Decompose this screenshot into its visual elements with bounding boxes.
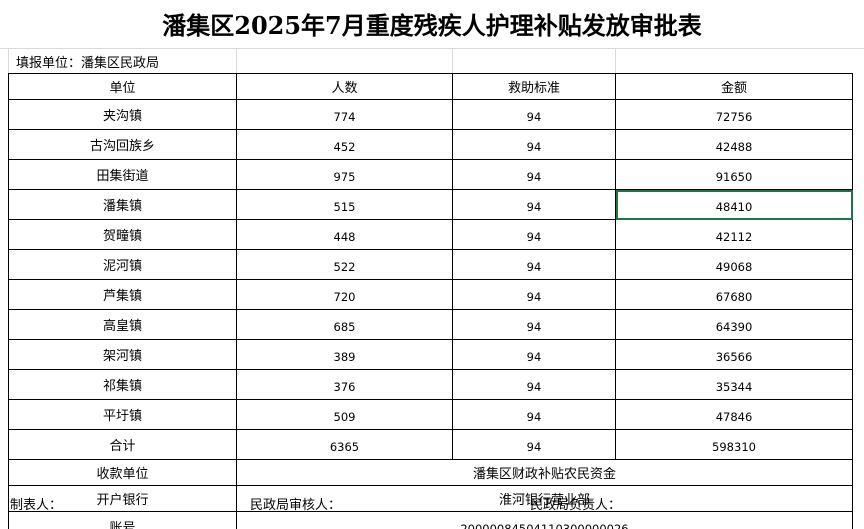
row: 单位 人数 救助标准 金额 <box>8 73 853 100</box>
cell[interactable]: 376 <box>236 369 453 400</box>
cell[interactable]: 收款单位 <box>8 459 237 486</box>
cell[interactable]: 潘集镇 <box>8 189 237 220</box>
cell[interactable]: 94 <box>452 279 616 310</box>
cell[interactable]: 522 <box>236 249 453 280</box>
cell[interactable]: 账号 <box>8 511 237 529</box>
gridline <box>452 48 453 73</box>
gridline <box>8 48 9 73</box>
cell[interactable]: 448 <box>236 219 453 250</box>
cell[interactable]: 515 <box>236 189 453 220</box>
cell[interactable]: 94 <box>452 159 616 190</box>
row: 平圩镇 509 94 47846 <box>8 399 853 430</box>
unit-line: 填报单位：潘集区民政局 <box>16 56 160 71</box>
cell[interactable]: 泥河镇 <box>8 249 237 280</box>
cell[interactable]: 单位 <box>8 73 237 100</box>
cell[interactable]: 金额 <box>615 73 853 100</box>
cell[interactable]: 94 <box>452 129 616 160</box>
row: 古沟回族乡 452 94 42488 <box>8 129 853 160</box>
cell[interactable]: 389 <box>236 339 453 370</box>
row: 夹沟镇 774 94 72756 <box>8 99 853 130</box>
cell[interactable]: 91650 <box>615 159 853 190</box>
cell[interactable]: 芦集镇 <box>8 279 237 310</box>
cell[interactable]: 平圩镇 <box>8 399 237 430</box>
row: 芦集镇 720 94 67680 <box>8 279 853 310</box>
table: 单位 人数 救助标准 金额 夹沟镇 774 94 72756 古沟回族乡 452 94 42488 田集… <box>8 73 853 529</box>
cell[interactable]: 42488 <box>615 129 853 160</box>
cell[interactable]: 685 <box>236 309 453 340</box>
footer-label: 民政局负责人： <box>530 498 622 513</box>
cell[interactable]: 架河镇 <box>8 339 237 370</box>
cell[interactable]: 94 <box>452 189 616 220</box>
footer-label: 民政局审核人： <box>250 498 342 513</box>
row: 泥河镇 522 94 49068 <box>8 249 853 280</box>
cell[interactable]: 救助标准 <box>452 73 616 100</box>
title: 潘集区2025年7月重度残疾人护理补贴发放审批表 <box>162 11 702 40</box>
cell[interactable]: 田集街道 <box>8 159 237 190</box>
cell[interactable]: 35344 <box>615 369 853 400</box>
cell[interactable]: 6365 <box>236 429 453 460</box>
cell[interactable]: 47846 <box>615 399 853 430</box>
cell[interactable]: 509 <box>236 399 453 430</box>
cell[interactable]: 淮河银行营业部 <box>236 485 853 512</box>
gridline <box>236 48 237 73</box>
footer-label: 制表人： <box>10 498 63 513</box>
gridline <box>0 48 864 49</box>
row: 田集街道 975 94 91650 <box>8 159 853 190</box>
cell[interactable]: 夹沟镇 <box>8 99 237 130</box>
cell[interactable]: 94 <box>452 339 616 370</box>
cell[interactable]: 49068 <box>615 249 853 280</box>
cell[interactable]: 94 <box>452 309 616 340</box>
cell[interactable]: 94 <box>452 99 616 130</box>
cell[interactable]: 36566 <box>615 339 853 370</box>
cell[interactable]: 452 <box>236 129 453 160</box>
cell[interactable]: 开户银行 <box>8 485 237 512</box>
row: 账号 20000084504110300000026 <box>8 511 853 529</box>
cell[interactable]: 祁集镇 <box>8 369 237 400</box>
cell[interactable]: 72756 <box>615 99 853 130</box>
cell[interactable]: 774 <box>236 99 453 130</box>
cell[interactable]: 67680 <box>615 279 853 310</box>
cell[interactable]: 潘集区财政补贴农民资金 <box>236 459 853 486</box>
cell[interactable]: 20000084504110300000026 <box>236 511 853 529</box>
cell[interactable]: 720 <box>236 279 453 310</box>
gridline <box>615 48 616 73</box>
cell[interactable]: 94 <box>452 369 616 400</box>
row: 开户银行 淮河银行营业部 <box>8 485 853 512</box>
row: 祁集镇 376 94 35344 <box>8 369 853 400</box>
row: 收款单位 潘集区财政补贴农民资金 <box>8 459 853 486</box>
cell[interactable]: 古沟回族乡 <box>8 129 237 160</box>
cell[interactable]: 人数 <box>236 73 453 100</box>
row: 合计 6365 94 598310 <box>8 429 853 460</box>
cell[interactable]: 合计 <box>8 429 237 460</box>
cell[interactable]: 94 <box>452 219 616 250</box>
cell[interactable]: 975 <box>236 159 453 190</box>
cell[interactable]: 高皇镇 <box>8 309 237 340</box>
row: 架河镇 389 94 36566 <box>8 339 853 370</box>
row: 高皇镇 685 94 64390 <box>8 309 853 340</box>
cell[interactable]: 42112 <box>615 219 853 250</box>
row: 潘集镇 515 94 48410 <box>8 189 853 220</box>
cell[interactable]: 94 <box>452 399 616 430</box>
cell[interactable]: 贺疃镇 <box>8 219 237 250</box>
cell[interactable]: 598310 <box>615 429 853 460</box>
cell[interactable]: 94 <box>452 249 616 280</box>
cell[interactable]: 64390 <box>615 309 853 340</box>
row: 贺疃镇 448 94 42112 <box>8 219 853 250</box>
cell[interactable]: 48410 <box>615 189 853 220</box>
cell[interactable]: 94 <box>452 429 616 460</box>
